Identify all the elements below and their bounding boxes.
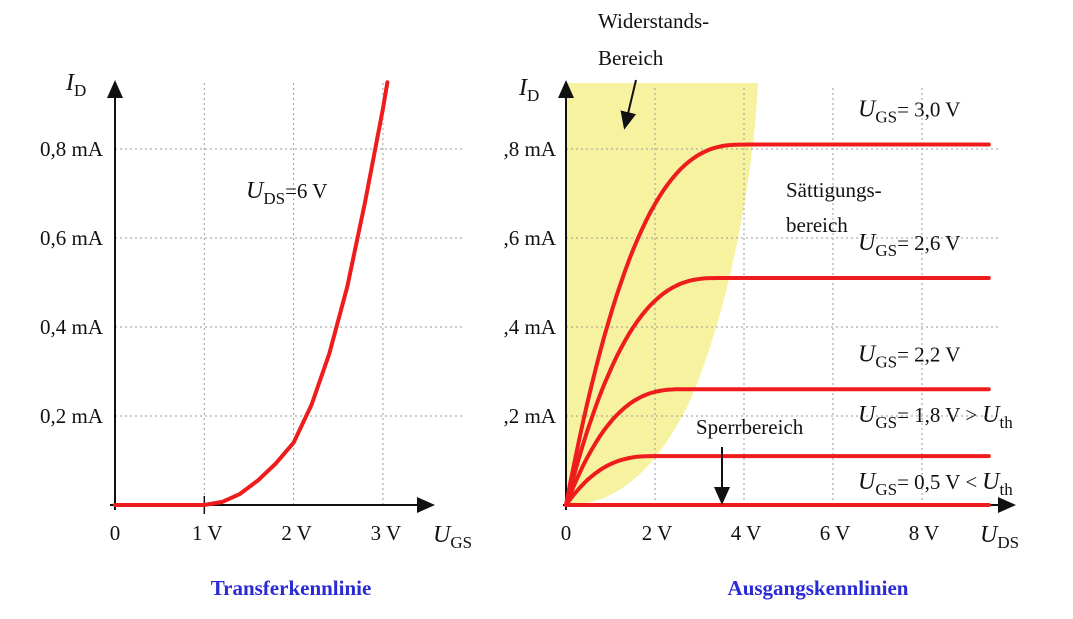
right-x-tick-label: 0 — [561, 521, 572, 545]
right-y-tick-label: ,2 mA — [504, 404, 557, 428]
curve-label: UGS= 1,8 V > Uth — [858, 402, 1013, 432]
right-x-tick-label: 2 V — [642, 521, 673, 545]
output-curve — [564, 276, 991, 507]
left-y-axis-title: ID — [65, 70, 86, 100]
output-curve — [564, 454, 991, 507]
left-y-tick-label: 0,4 mA — [40, 315, 104, 339]
output-chart: ,2 mA ,4 mA ,6 mA ,8 mA 0 2 V 4 V 6 V 8 V ID UDS… — [504, 9, 1020, 600]
left-x-tick-label: 3 V — [371, 521, 402, 545]
transfer-chart: 0,2 mA 0,4 mA 0,6 mA 0,8 mA 0 1 V 2 V 3 V ID UG… — [40, 70, 472, 600]
left-x-axis-title: UGS — [433, 522, 472, 552]
left-x-tick-label: 1 V — [192, 521, 223, 545]
cutoff-region-label: Sperrbereich — [696, 415, 804, 439]
curve-label: UGS= 0,5 V < Uth — [858, 469, 1013, 499]
right-grid — [566, 88, 1000, 505]
left-y-tick-label: 0,8 mA — [40, 137, 104, 161]
output-curve — [564, 142, 991, 507]
left-x-tick-label: 0 — [110, 521, 121, 545]
left-curve-annotation: UDS=6 V — [246, 178, 327, 208]
curve-label: UGS= 2,2 V — [858, 341, 960, 371]
ohmic-region-label-line1: Widerstands- — [598, 9, 709, 33]
left-tick-labels: 0,2 mA 0,4 mA 0,6 mA 0,8 mA 0 1 V 2 V 3 V — [40, 137, 401, 545]
right-y-axis-title: ID — [518, 75, 539, 105]
right-x-tick-label: 8 V — [909, 521, 940, 545]
saturation-region-label-line2: bereich — [786, 213, 848, 237]
transfer-curve — [113, 80, 390, 507]
left-y-tick-label: 0,2 mA — [40, 404, 104, 428]
curve-labels: UGS= 3,0 V UGS= 2,6 V UGS= 2,2 V UGS= 1,8 V… — [858, 97, 1013, 499]
ohmic-region-label-line2: Bereich — [598, 46, 664, 70]
right-x-tick-label: 4 V — [731, 521, 762, 545]
saturation-region-label-line1: Sättigungs- — [786, 178, 882, 202]
right-y-tick-label: ,8 mA — [504, 137, 557, 161]
left-grid — [115, 80, 465, 505]
left-caption: Transferkennlinie — [211, 576, 372, 600]
left-y-tick-label: 0,6 mA — [40, 226, 104, 250]
curve-label: UGS= 3,0 V — [858, 97, 960, 127]
ohmic-region-arrow — [620, 79, 637, 130]
right-caption: Ausgangskennlinien — [728, 576, 909, 600]
left-x-tick-label: 2 V — [281, 521, 312, 545]
right-x-axis-title: UDS — [980, 522, 1019, 552]
right-y-tick-label: ,6 mA — [504, 226, 557, 250]
right-x-tick-label: 6 V — [820, 521, 851, 545]
output-curves — [564, 142, 991, 507]
curve-label: UGS= 2,6 V — [858, 230, 960, 260]
right-tick-labels: ,2 mA ,4 mA ,6 mA ,8 mA 0 2 V 4 V 6 V 8 V — [504, 137, 940, 545]
right-y-tick-label: ,4 mA — [504, 315, 557, 339]
output-curve — [564, 387, 991, 507]
